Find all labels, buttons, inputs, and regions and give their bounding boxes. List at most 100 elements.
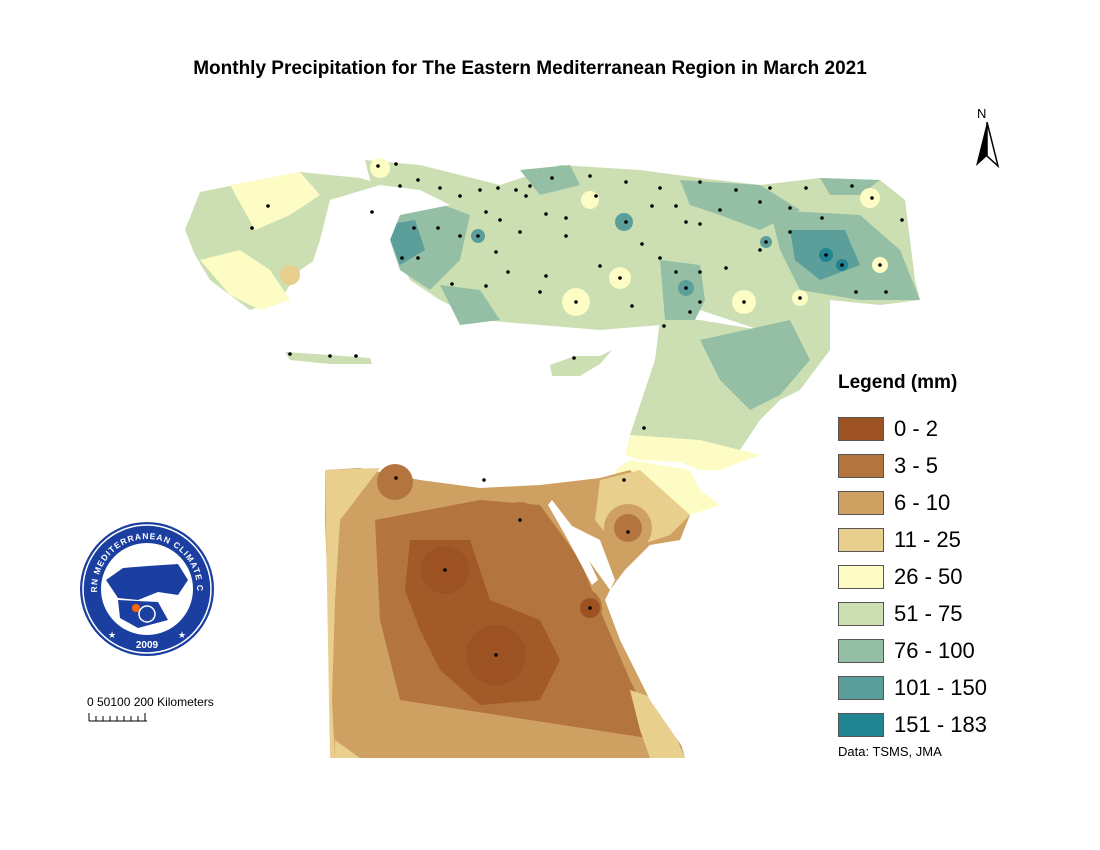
station-dot <box>496 186 500 190</box>
station-dot <box>416 178 420 182</box>
station-dot <box>588 174 592 178</box>
station-dot <box>564 234 568 238</box>
station-dot <box>574 300 578 304</box>
legend-item: 76 - 100 <box>838 632 1058 669</box>
station-dot <box>884 290 888 294</box>
legend-label: 3 - 5 <box>894 452 939 478</box>
station-dot <box>788 230 792 234</box>
legend-item: 3 - 5 <box>838 447 1058 484</box>
logo-year: 2009 <box>136 640 159 651</box>
station-dot <box>458 234 462 238</box>
station-dot <box>626 530 630 534</box>
station-dot <box>544 274 548 278</box>
station-dot <box>478 188 482 192</box>
legend-label: 76 - 100 <box>894 637 975 663</box>
scale-bar: 0 50100 200 Kilometers <box>87 695 287 735</box>
station-dot <box>328 354 332 358</box>
region-crete <box>285 352 372 364</box>
station-dot <box>598 264 602 268</box>
station-dot <box>458 194 462 198</box>
station-dot <box>622 478 626 482</box>
station-dot <box>482 478 486 482</box>
station-dot <box>630 304 634 308</box>
aegean-sea <box>310 185 450 330</box>
station-dot <box>494 653 498 657</box>
legend-swatch <box>838 453 884 478</box>
station-dot <box>698 270 702 274</box>
station-dot <box>266 204 270 208</box>
station-dot <box>438 186 442 190</box>
station-dot <box>764 240 768 244</box>
svg-text:★: ★ <box>108 630 116 640</box>
station-dot <box>854 290 858 294</box>
station-dot <box>528 184 532 188</box>
station-dot <box>674 204 678 208</box>
station-dot <box>514 188 518 192</box>
region-turkey <box>365 158 920 330</box>
scale-ruler-icon <box>88 713 147 722</box>
station-dot <box>506 270 510 274</box>
legend-item: 6 - 10 <box>838 484 1058 521</box>
station-dot <box>518 518 522 522</box>
emcc-logo: EASTERN MEDITERRANEAN CLIMATE CENTRE 200… <box>78 520 214 656</box>
station-dot <box>698 180 702 184</box>
legend-swatch <box>838 638 884 663</box>
legend-title: Legend (mm) <box>838 372 958 393</box>
legend-item: 151 - 183 <box>838 706 1058 743</box>
legend-item: 11 - 25 <box>838 521 1058 558</box>
station-dot <box>624 180 628 184</box>
station-dot <box>900 218 904 222</box>
legend-label: 11 - 25 <box>894 526 961 552</box>
station-dot <box>650 204 654 208</box>
north-arrow-icon <box>976 121 1000 169</box>
north-label: N <box>977 106 987 121</box>
station-dot <box>524 194 528 198</box>
station-dot <box>250 226 254 230</box>
station-dot <box>476 234 480 238</box>
station-dot <box>572 356 576 360</box>
station-dot <box>742 300 746 304</box>
station-dot <box>840 263 844 267</box>
station-dot <box>550 176 554 180</box>
station-dot <box>674 270 678 274</box>
station-dot <box>398 184 402 188</box>
station-dot <box>798 296 802 300</box>
station-dot <box>768 186 772 190</box>
station-dot <box>450 282 454 286</box>
station-dot <box>518 230 522 234</box>
legend-swatch <box>838 712 884 737</box>
station-dot <box>804 186 808 190</box>
station-dot <box>658 186 662 190</box>
station-dot <box>734 188 738 192</box>
svg-text:★: ★ <box>178 630 186 640</box>
legend-label: 151 - 183 <box>894 711 987 737</box>
station-dot <box>618 276 622 280</box>
legend-swatch <box>838 416 884 441</box>
legend-item: 0 - 2 <box>838 410 1058 447</box>
legend-label: 51 - 75 <box>894 600 963 626</box>
station-dot <box>640 242 644 246</box>
station-dot <box>662 324 666 328</box>
station-dot <box>443 568 447 572</box>
station-dot <box>594 194 598 198</box>
station-dot <box>354 354 358 358</box>
legend-label: 101 - 150 <box>894 674 987 700</box>
station-dot <box>624 220 628 224</box>
station-dot <box>494 250 498 254</box>
station-dot <box>588 606 592 610</box>
station-dot <box>758 200 762 204</box>
station-dot <box>400 256 404 260</box>
station-dot <box>850 184 854 188</box>
station-dot <box>688 310 692 314</box>
station-dot <box>484 284 488 288</box>
station-dot <box>416 256 420 260</box>
station-dot <box>394 476 398 480</box>
region-egypt <box>325 464 690 758</box>
legend-label: 6 - 10 <box>894 489 951 515</box>
legend-item: 26 - 50 <box>838 558 1058 595</box>
legend-rows: 0 - 2 3 - 5 6 - 10 11 - 25 26 - 50 51 - 75 76 … <box>838 410 1058 743</box>
legend-item: 101 - 150 <box>838 669 1058 706</box>
station-dot <box>698 222 702 226</box>
station-dot <box>724 266 728 270</box>
